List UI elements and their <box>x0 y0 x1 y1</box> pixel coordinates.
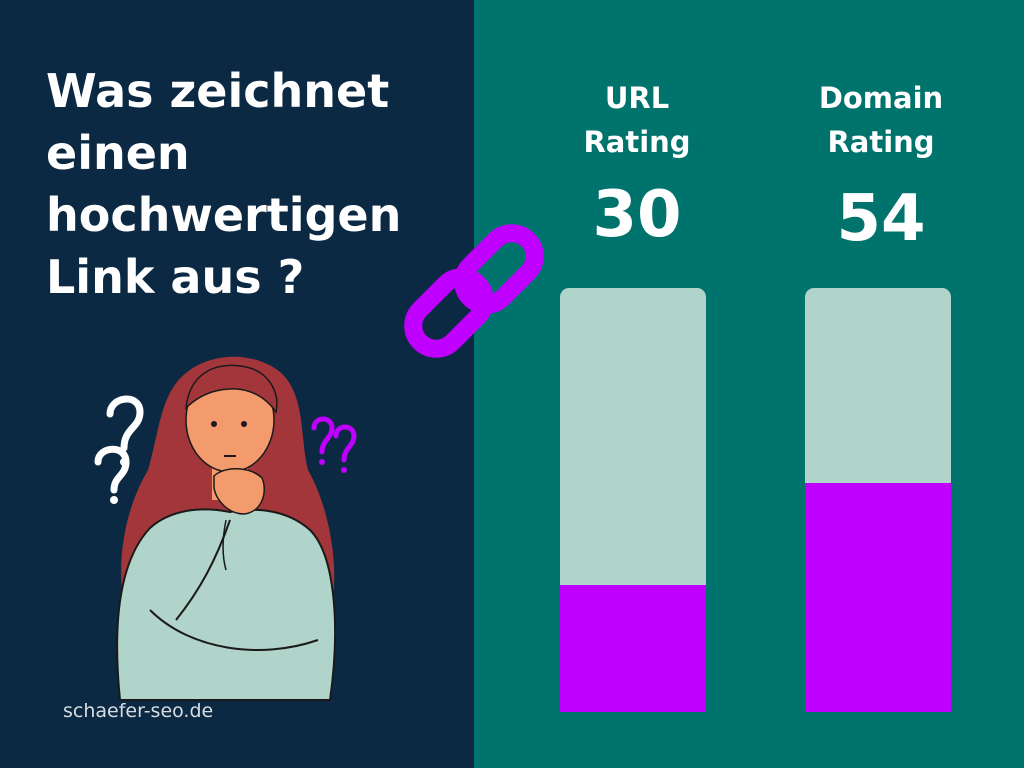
url-rating-value: 30 <box>592 178 682 252</box>
domain-rating-bar-fill <box>805 483 951 712</box>
footer-url: schaefer-seo.de <box>63 700 214 722</box>
domain-rating-value: 54 <box>836 182 926 256</box>
url-rating-label-line: Rating <box>583 125 691 159</box>
domain-rating-label: Domain Rating <box>781 76 981 164</box>
url-rating-label-line: URL <box>604 81 670 115</box>
domain-rating-label-line: Rating <box>827 125 935 159</box>
url-rating-bar-fill <box>560 584 706 712</box>
headline-line: Link aus ? <box>46 250 305 304</box>
url-rating-bar <box>560 288 706 712</box>
headline-line: einen <box>46 126 190 180</box>
url-rating-label: URL Rating <box>537 76 737 164</box>
headline: Was zeichnet einen hochwertigen Link aus… <box>46 60 466 308</box>
domain-rating-bar <box>805 288 951 712</box>
chain-link-icon <box>404 224 544 358</box>
headline-line: hochwertigen <box>46 188 402 242</box>
headline-line: Was zeichnet <box>46 64 390 118</box>
domain-rating-label-line: Domain <box>818 81 944 115</box>
